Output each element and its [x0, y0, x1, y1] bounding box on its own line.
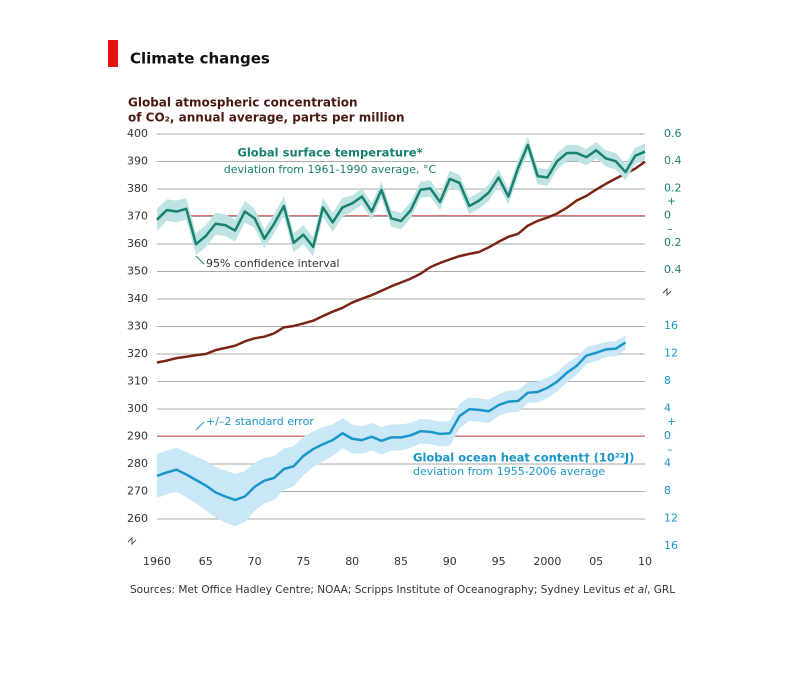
axis-break [127, 536, 137, 546]
x-tick-label: 65 [199, 555, 213, 568]
annotation: +/–2 standard error [206, 415, 314, 428]
y-axis-label: Global atmospheric concentration [128, 96, 358, 110]
title-bar [108, 40, 118, 67]
y-tick-label: 370 [127, 210, 148, 223]
legend-title: Global ocean heat content† (10²²J) [413, 451, 634, 465]
leader [195, 421, 205, 431]
x-tick-label: 75 [296, 555, 310, 568]
y-tick-label: 290 [127, 430, 148, 443]
annotation: 95% confidence interval [206, 257, 340, 270]
sign-label: – [667, 223, 673, 236]
y-tick-label: 0.4 [664, 154, 682, 167]
sign-label: – [667, 443, 673, 456]
x-tick-label: 10 [638, 555, 652, 568]
x-tick-label: 70 [248, 555, 262, 568]
axis-break [662, 287, 672, 297]
y-tick-label: 270 [127, 485, 148, 498]
sign-label: + [667, 415, 676, 428]
y-tick-label: 390 [127, 155, 148, 168]
legend-subtitle: deviation from 1955-2006 average [413, 465, 605, 478]
y-tick-label: 4 [664, 402, 671, 415]
y-tick-label: 0.4 [664, 263, 682, 276]
x-tick-label: 1960 [143, 555, 171, 568]
y-tick-label: 4 [664, 457, 671, 470]
y-tick-label: 330 [127, 320, 148, 333]
source-text: et al [624, 584, 647, 596]
source-text: , GRL [647, 584, 675, 596]
series-line [156, 341, 627, 502]
y-tick-label: 310 [127, 375, 148, 388]
y-tick-label: 12 [664, 347, 678, 360]
y-tick-label: 8 [664, 484, 671, 497]
x-tick-label: 2000 [533, 555, 561, 568]
y-axis-label: of CO₂, annual average, parts per millio… [128, 111, 405, 125]
y-tick-label: 12 [664, 512, 678, 525]
confidence-band [157, 136, 645, 257]
legend-title: Global surface temperature* [237, 146, 422, 160]
y-tick-label: 360 [127, 237, 148, 250]
series-line [156, 143, 646, 249]
chart-title: Climate changes [130, 50, 270, 68]
sign-label: + [667, 195, 676, 208]
y-tick-label: 400 [127, 127, 148, 140]
x-tick-label: 05 [589, 555, 603, 568]
y-tick-label: 0.6 [664, 127, 682, 140]
y-tick-label: 0.2 [664, 236, 682, 249]
legend-subtitle: deviation from 1961-1990 average, °C [224, 163, 437, 176]
y-tick-label: 0 [664, 429, 671, 442]
x-tick-label: 85 [394, 555, 408, 568]
y-tick-label: 8 [664, 374, 671, 387]
y-tick-label: 16 [664, 319, 678, 332]
x-tick-label: 95 [492, 555, 506, 568]
y-tick-label: 260 [127, 512, 148, 525]
y-tick-label: 0.2 [664, 181, 682, 194]
y-tick-label: 380 [127, 182, 148, 195]
y-tick-label: 280 [127, 457, 148, 470]
y-tick-label: 340 [127, 292, 148, 305]
x-tick-label: 90 [443, 555, 457, 568]
leader [195, 255, 205, 265]
x-tick-label: 80 [345, 555, 359, 568]
source: Sources: Met Office Hadley Centre; NOAA;… [130, 584, 675, 596]
y-tick-label: 16 [664, 539, 678, 552]
y-tick-label: 320 [127, 347, 148, 360]
series-line [156, 160, 646, 364]
y-tick-label: 300 [127, 402, 148, 415]
y-tick-label: 0 [664, 209, 671, 222]
y-tick-label: 350 [127, 265, 148, 278]
source-text: Sources: Met Office Hadley Centre; NOAA;… [130, 584, 624, 596]
